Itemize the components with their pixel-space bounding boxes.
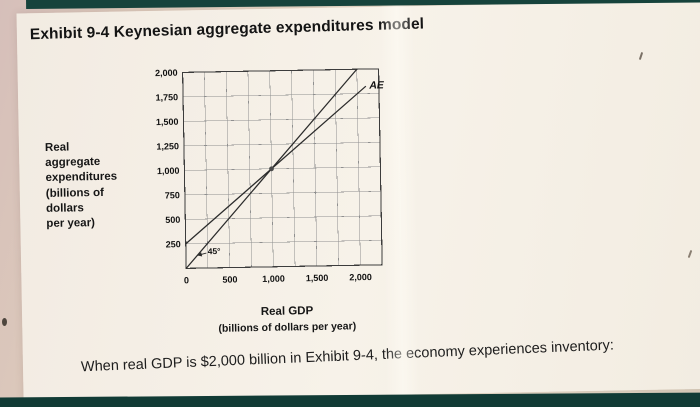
x-tick-label: 0 <box>184 275 189 285</box>
gridline-horizontal <box>183 93 380 98</box>
keynesian-cross-chart: 250 500 750 1,000 1,250 1,500 1,750 2,000 0 500 1,… <box>155 68 385 286</box>
gridline-horizontal <box>185 240 382 245</box>
y-tick-label: 1,000 <box>157 166 180 176</box>
y-tick-label: 1,500 <box>156 117 179 127</box>
question-text: When real GDP is $2,000 billion in Exhib… <box>80 337 615 376</box>
gridline-horizontal <box>185 215 382 220</box>
angle-label: 45° <box>208 246 222 256</box>
ae-label: AE <box>368 79 385 91</box>
y-tick-label: 500 <box>165 215 180 225</box>
gridline-horizontal <box>183 117 380 122</box>
gridline-horizontal <box>184 166 381 171</box>
y-tick-label: 1,750 <box>155 92 178 102</box>
x-tick-label: 2,000 <box>349 272 372 282</box>
question-card: Exhibit 9-4 Keynesian aggregate expendit… <box>16 0 700 402</box>
y-tick-label: 750 <box>165 190 180 200</box>
x-tick-label: 500 <box>222 274 237 284</box>
x-tick-label: 1,000 <box>262 274 285 284</box>
y-tick-label: 1,250 <box>156 141 179 151</box>
photo-artifact-speck <box>2 318 7 326</box>
gridline-horizontal <box>184 191 381 196</box>
line-AE <box>185 85 367 245</box>
y-axis-label: Real aggregate expenditures (billions of dol… <box>44 141 118 230</box>
gridline-horizontal <box>183 142 380 147</box>
equilibrium-point <box>269 166 274 172</box>
exhibit-title: Exhibit 9-4 Keynesian aggregate expendit… <box>29 15 425 44</box>
y-tick-label: 2,000 <box>155 68 178 78</box>
angle-arrow-head <box>197 252 203 257</box>
y-tick-label: 250 <box>166 239 181 249</box>
x-axis-sublabel: (billions of dollars per year) <box>218 320 357 335</box>
x-tick-label: 1,500 <box>306 273 329 283</box>
